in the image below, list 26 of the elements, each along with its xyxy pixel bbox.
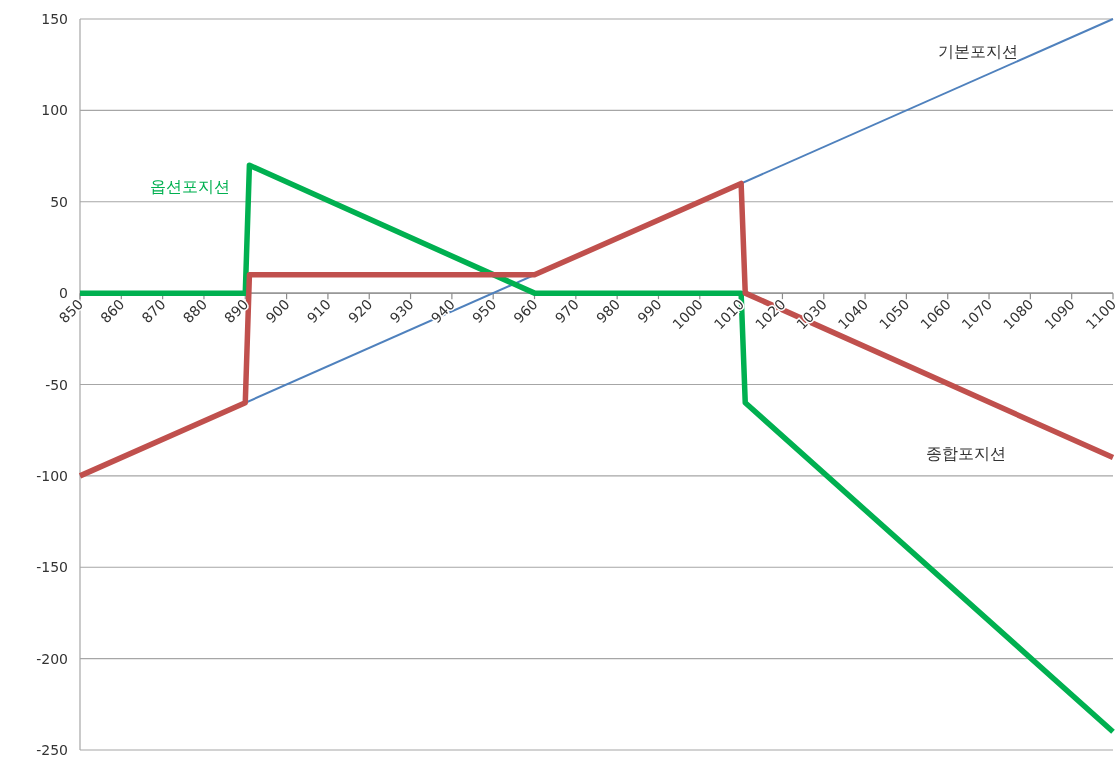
series-label: 옵션포지션 (150, 177, 230, 196)
series-label: 종합포지션 (926, 444, 1006, 463)
y-tick-label: 100 (41, 102, 68, 119)
x-tick-label: 860 (97, 295, 128, 327)
x-tick-label: 870 (138, 295, 169, 327)
y-tick-label: -250 (36, 742, 68, 758)
y-tick-label: 50 (50, 193, 68, 210)
x-tick-label: 920 (345, 295, 376, 327)
x-tick-label: 880 (179, 295, 211, 327)
x-tick-label: 940 (427, 295, 458, 327)
series-label: 기본포지션 (938, 42, 1018, 61)
x-tick-label: 960 (510, 295, 541, 327)
x-tick-label: 950 (469, 295, 500, 327)
x-tick-label: 890 (221, 295, 252, 327)
x-tick-label: 930 (386, 295, 417, 327)
y-tick-label: -150 (36, 559, 68, 576)
x-tick-label: 980 (593, 295, 624, 327)
y-tick-label: -100 (36, 467, 68, 484)
x-tick-label: 970 (551, 295, 582, 327)
y-tick-label: 150 (41, 11, 68, 27)
x-tick-label: 990 (634, 295, 665, 327)
y-tick-label: -200 (36, 650, 68, 667)
x-tick-label: 900 (262, 295, 293, 327)
x-tick-label: 910 (303, 295, 335, 327)
y-tick-label: 0 (59, 285, 68, 302)
y-tick-label: -50 (45, 376, 68, 393)
